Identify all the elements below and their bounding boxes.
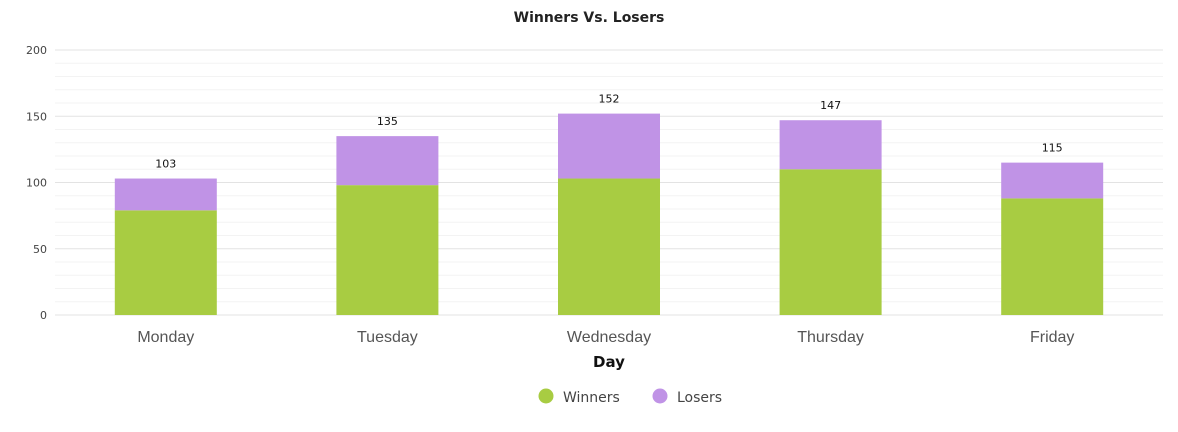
x-tick-label: Friday xyxy=(1030,329,1074,346)
x-tick-label: Monday xyxy=(137,329,194,346)
x-tick-label: Wednesday xyxy=(567,329,651,346)
bar-losers-wednesday[interactable] xyxy=(558,113,660,179)
legend: Winners Losers xyxy=(538,388,722,406)
bar-winners-tuesday[interactable] xyxy=(336,185,439,315)
bar-losers-friday[interactable] xyxy=(1001,162,1104,199)
x-axis-title: Day xyxy=(593,353,625,371)
bar-winners-thursday[interactable] xyxy=(779,169,882,315)
total-data-label: 152 xyxy=(599,93,620,106)
bar-losers-tuesday[interactable] xyxy=(336,136,439,186)
y-tick-label: 100 xyxy=(26,177,47,190)
x-axis: Monday Tuesday Wednesday Thursday Friday xyxy=(137,329,1074,346)
y-tick-label: 200 xyxy=(26,44,47,57)
chart-title: Winners Vs. Losers xyxy=(514,10,665,26)
bar-series xyxy=(114,113,1104,315)
legend-label-losers[interactable]: Losers xyxy=(677,390,722,406)
y-tick-label: 50 xyxy=(33,243,47,256)
total-data-label: 103 xyxy=(155,158,176,171)
total-data-label: 147 xyxy=(820,99,841,112)
bar-losers-monday[interactable] xyxy=(114,178,217,211)
bar-losers-thursday[interactable] xyxy=(779,120,882,170)
data-labels: 103 135 152 147 115 xyxy=(155,93,1062,171)
legend-swatch-winners[interactable] xyxy=(538,388,554,404)
y-axis: 0 50 100 150 200 xyxy=(26,44,47,322)
bar-winners-wednesday[interactable] xyxy=(558,178,660,315)
x-tick-label: Thursday xyxy=(797,329,864,346)
x-tick-label: Tuesday xyxy=(357,329,418,346)
bar-winners-friday[interactable] xyxy=(1001,198,1104,315)
total-data-label: 135 xyxy=(377,115,398,128)
bar-winners-monday[interactable] xyxy=(114,210,217,315)
legend-label-winners[interactable]: Winners xyxy=(563,390,620,406)
y-tick-label: 150 xyxy=(26,110,47,123)
y-tick-label: 0 xyxy=(40,309,47,322)
legend-swatch-losers[interactable] xyxy=(652,388,668,404)
total-data-label: 115 xyxy=(1042,142,1063,155)
